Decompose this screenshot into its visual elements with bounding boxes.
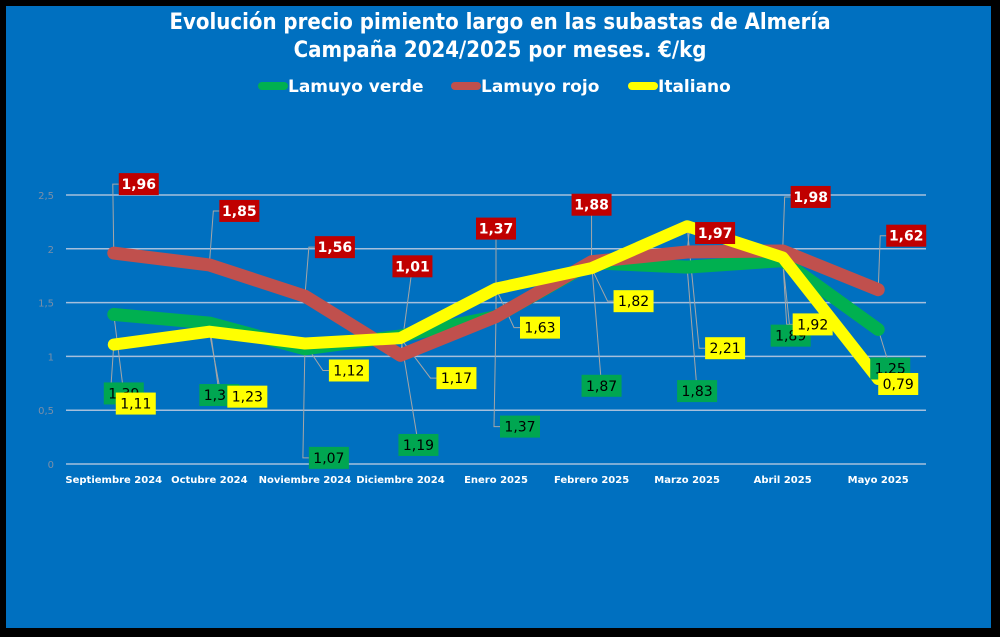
leader-line [782,196,791,251]
data-label: 1,19 [403,438,434,454]
data-label-box [227,385,268,408]
series-lines [107,220,885,385]
x-tick-label: Febrero 2025 [554,475,629,486]
data-label: 1,12 [333,363,364,379]
data-label-box [878,372,919,395]
x-tick-label: Enero 2025 [464,475,528,486]
data-label: 1,63 [524,321,555,337]
y-tick-label: 0 [48,460,54,471]
leader-line [302,348,309,459]
x-tick-label: Marzo 2025 [654,475,720,486]
legend-label: Italiano [658,77,731,97]
x-tick-label: Diciembre 2024 [356,475,445,486]
x-tick-label: Noviembre 2024 [259,475,352,486]
data-label: 1,11 [120,397,151,413]
data-label-box [219,199,260,222]
data-label-box [792,313,833,336]
legend-label: Lamuyo verde [288,77,424,97]
data-label-box [520,316,560,339]
data-label-box [886,224,927,247]
data-label-box [392,255,433,278]
legend: Lamuyo verde Lamuyo rojo Italiano [258,77,731,97]
leader-line [591,267,614,302]
data-label-box [613,290,654,313]
data-label-box [571,193,612,216]
data-label-box [790,185,831,208]
data-label: 1,01 [395,259,430,275]
data-label-box [500,415,540,438]
legend-label: Lamuyo rojo [481,77,599,97]
data-label-box [398,433,439,456]
data-label: 1,37 [504,420,535,436]
x-axis-ticks: Septiembre 2024 Octubre 2024 Noviembre 202… [65,475,908,486]
data-label-box [314,236,355,259]
y-tick-label: 0,5 [38,406,54,417]
y-tick-label: 1 [48,352,54,363]
y-tick-label: 2 [48,245,54,256]
leader-line [686,267,698,392]
data-label: 1,96 [122,177,157,193]
data-label-box [115,392,156,415]
data-label: 1,07 [313,451,344,467]
data-labels: 1,391,311,071,191,371,871,831,891,251,96… [103,173,927,469]
leader-line [877,235,887,290]
data-label: 1,98 [793,190,828,206]
chart-title: Evolución precio pimiento largo en las s… [169,10,831,35]
data-label: 1,23 [232,390,263,406]
leader-line [782,257,793,325]
data-label-box [118,173,159,196]
data-label: 1,88 [574,198,609,214]
data-label-box [677,380,718,403]
leader-line [304,246,315,297]
leader-line [113,314,125,394]
data-label-box [476,217,516,240]
data-label-box [581,374,622,397]
data-label: 1,31 [204,388,235,404]
data-label: 2,21 [710,341,741,357]
data-label: 1,85 [222,204,257,220]
y-axis-ticks: 0 0,5 1 1,5 2 2,5 [38,191,54,471]
leader-line [112,183,119,254]
data-label-box [695,222,736,245]
data-label-box [705,337,746,360]
data-label: 1,97 [698,226,733,242]
data-label: 1,92 [797,317,828,333]
data-label-box [436,367,477,390]
data-label: 1,56 [318,240,353,256]
leader-line [208,210,220,265]
leader-line [495,288,520,329]
leader-line [686,226,706,349]
data-label: 1,37 [479,222,514,238]
data-label: 1,87 [586,379,617,395]
data-label: 1,83 [682,384,713,400]
data-label: 1,82 [618,294,649,310]
data-label: 0,79 [883,377,914,393]
leader-line [493,316,500,428]
data-label: 1,17 [441,371,472,387]
data-label-box [328,359,369,382]
leader-line [591,262,603,386]
data-label-box [308,446,349,469]
data-label: 1,62 [889,229,924,245]
x-tick-label: Mayo 2025 [848,475,909,486]
y-tick-label: 2,5 [38,191,54,202]
x-tick-label: Octubre 2024 [171,475,248,486]
chart-subtitle: Campaña 2024/2025 por meses. €/kg [293,38,707,63]
x-tick-label: Abril 2025 [754,475,812,486]
y-tick-label: 1,5 [38,299,54,310]
x-tick-label: Septiembre 2024 [65,475,162,486]
